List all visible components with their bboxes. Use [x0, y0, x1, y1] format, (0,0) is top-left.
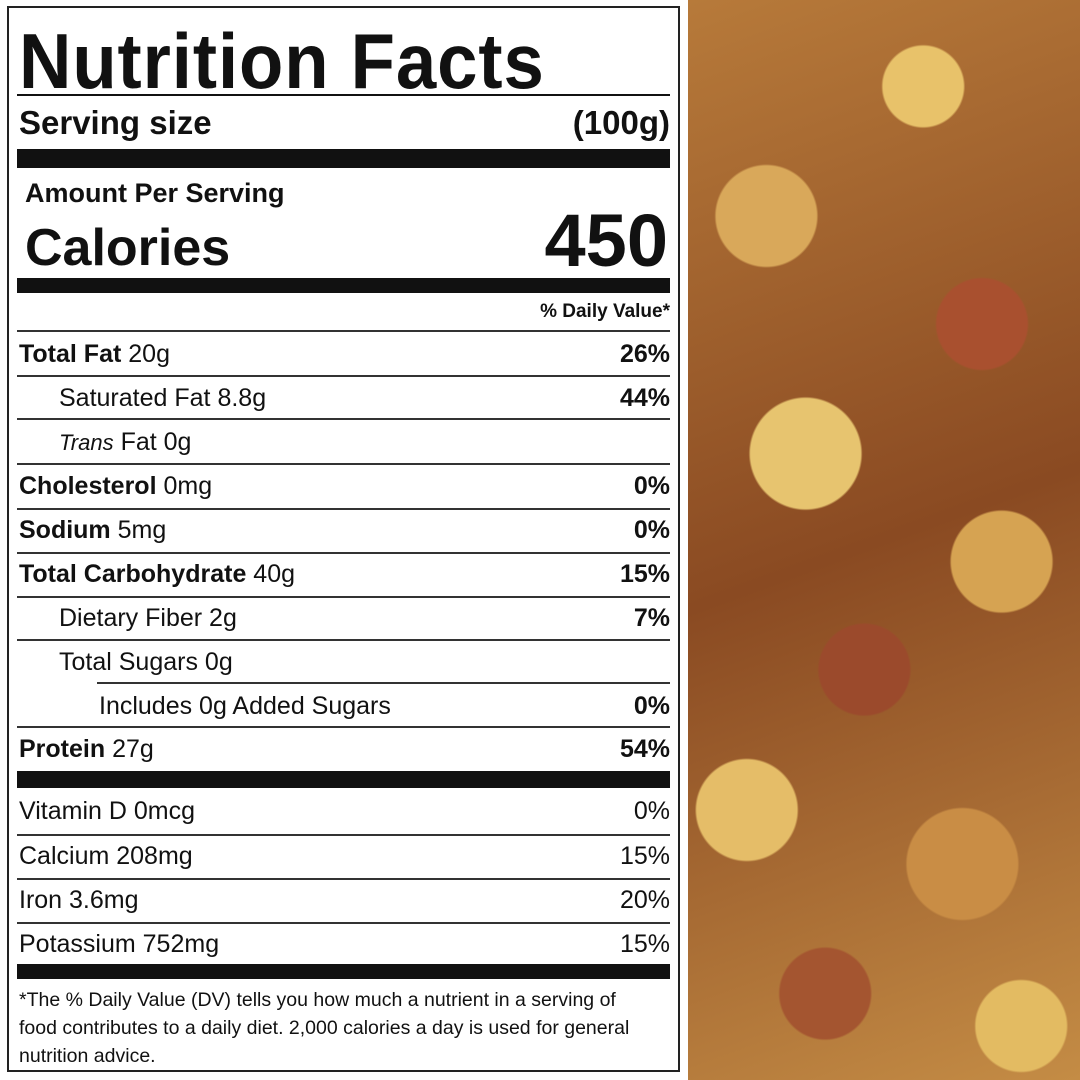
label-title: Nutrition Facts [19, 17, 545, 105]
divider [17, 94, 670, 96]
amount-per-serving: Amount Per Serving [25, 178, 285, 208]
thick-divider [17, 278, 670, 293]
nutrient-row: Cholesterol 0mg 0% [19, 472, 670, 500]
vitamin-row: Iron 3.6mg 20% [19, 886, 670, 914]
dv-header: % Daily Value* [540, 301, 670, 322]
nutrient-row: Saturated Fat 8.8g 44% [59, 384, 670, 412]
roasted-beans-photo [688, 0, 1080, 1080]
nutrient-row: Total Carbohydrate 40g 15% [19, 560, 670, 588]
calories-value: 450 [544, 199, 668, 282]
nutrient-row: Sodium 5mg 0% [19, 516, 670, 544]
nutrient-row: Total Sugars 0g [59, 648, 233, 676]
serving-size-value: (100g) [572, 104, 670, 141]
nutrition-facts-label: Nutrition Facts Serving size (100g) Amou… [7, 6, 680, 1072]
vitamin-row: Vitamin D 0mcg 0% [19, 797, 670, 825]
nutrient-row: Protein 27g 54% [19, 735, 670, 763]
nutrient-row: Total Fat 20g 26% [19, 340, 670, 368]
vitamin-row: Potassium 752mg 15% [19, 930, 670, 958]
footnote: *The % Daily Value (DV) tells you how mu… [19, 989, 630, 1067]
thick-divider [17, 964, 670, 979]
nutrient-row: Trans Fat 0g [59, 428, 192, 456]
nutrient-row: Includes 0g Added Sugars 0% [99, 692, 670, 720]
vitamin-row: Calcium 208mg 15% [19, 842, 670, 870]
calories-label: Calories [25, 219, 231, 277]
thick-divider [17, 771, 670, 788]
serving-size-label: Serving size [19, 104, 212, 141]
nutrient-row: Dietary Fiber 2g 7% [59, 604, 670, 632]
thick-divider [17, 149, 670, 168]
